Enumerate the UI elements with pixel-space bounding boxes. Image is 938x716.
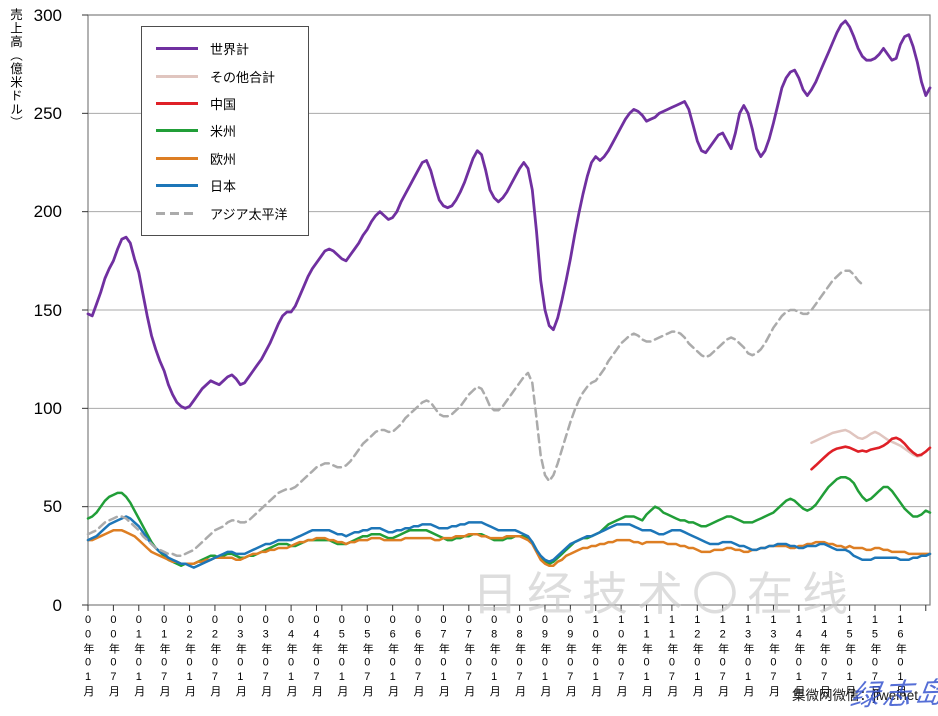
series-line-europe [86, 529, 932, 567]
series-line-china [810, 436, 932, 471]
x-axis-tick-label: 14年07月 [818, 614, 831, 699]
x-axis-tick-label: 05年07月 [361, 614, 374, 699]
x-axis-tick-label: 11年01月 [640, 614, 653, 699]
legend-item-world_total: 世界計 [156, 39, 308, 58]
x-axis-tick-label: 03年01月 [234, 614, 247, 699]
x-axis-tick-label: 02年01月 [183, 614, 196, 699]
x-axis-tick-label: 08年07月 [513, 614, 526, 699]
legend-item-others_total: その他合計 [156, 67, 308, 86]
legend-item-japan: 日本 [156, 176, 308, 195]
legend-swatch-europe [156, 156, 198, 160]
x-axis-tick-label: 10年07月 [615, 614, 628, 699]
x-axis-tick-label: 04年07月 [310, 614, 323, 699]
legend-label-europe: 欧州 [210, 151, 237, 167]
x-axis-tick-label: 07年07月 [462, 614, 475, 699]
x-axis-tick-label: 04年01月 [285, 614, 298, 699]
legend-label-japan: 日本 [210, 179, 237, 195]
series-line-asia_pacific [86, 269, 864, 558]
y-axis-tick-label: 150 [33, 300, 62, 320]
legend-swatch-asia_pacific [156, 211, 198, 215]
series-line-world_total [86, 19, 932, 410]
x-axis-tick-label: 15年01月 [843, 614, 856, 699]
legend-box: 世界計その他合計中国米州欧州日本アジア太平洋 [141, 26, 309, 236]
x-axis-tick-label: 12年01月 [691, 614, 704, 699]
legend-item-americas: 米州 [156, 121, 308, 140]
x-axis-tick-label: 13年07月 [767, 614, 780, 699]
legend-label-asia_pacific: アジア太平洋 [210, 206, 288, 222]
x-axis-tick-label: 00年01月 [82, 614, 94, 699]
x-axis-tick-label: 06年07月 [412, 614, 425, 699]
y-axis-tick-label: 0 [52, 595, 62, 615]
legend-swatch-others_total [156, 74, 198, 78]
legend-swatch-china [156, 102, 198, 106]
x-axis-tick-label: 09年01月 [538, 614, 551, 699]
y-axis-tick-label: 50 [43, 497, 62, 517]
legend-label-world_total: 世界計 [210, 42, 250, 58]
y-axis-title: 売上高（億米ドル） [8, 8, 22, 130]
x-axis-tick-label: 13年01月 [742, 614, 755, 699]
x-axis-tick-label: 06年01月 [386, 614, 399, 699]
x-axis-tick-label: 15年07月 [868, 614, 881, 699]
y-axis-tick-label: 300 [33, 5, 62, 25]
legend-swatch-americas [156, 129, 198, 133]
x-axis-tick-label: 11年07月 [665, 614, 678, 699]
series-line-others_total [810, 428, 923, 458]
legend-label-china: 中国 [210, 97, 237, 113]
legend-item-europe: 欧州 [156, 149, 308, 168]
legend-item-asia_pacific: アジア太平洋 [156, 204, 308, 223]
series-line-japan [86, 515, 932, 569]
x-axis-tick-label: 12年07月 [716, 614, 729, 699]
y-axis-tick-label: 200 [33, 202, 62, 222]
x-axis-tick-label: 01年07月 [158, 614, 171, 699]
legend-item-china: 中国 [156, 94, 308, 113]
x-axis-tick-label: 09年07月 [564, 614, 577, 699]
y-axis-tick-label: 100 [33, 398, 62, 418]
x-axis-tick-label: 16年01月 [894, 614, 907, 699]
x-axis-tick-label: 01年01月 [132, 614, 145, 699]
series-line-americas [86, 475, 932, 567]
y-axis-tick-label: 250 [33, 103, 62, 123]
legend-label-others_total: その他合計 [210, 69, 276, 85]
x-axis-tick-label: 05年01月 [335, 614, 348, 699]
x-axis-tick-label: 03年07月 [259, 614, 272, 699]
legend-label-americas: 米州 [210, 124, 237, 140]
x-axis-tick-label: 14年01月 [792, 614, 805, 699]
legend-swatch-world_total [156, 47, 198, 51]
source-credit-text: 集微网微信：jiweinet [792, 688, 919, 703]
nikkei-watermark: 日经技术〇在线 [472, 568, 857, 620]
blue-stamp-watermark: 绿志岛 [848, 677, 938, 713]
x-axis-tick-label: 10年01月 [589, 614, 602, 699]
x-axis-tick-label: 08年01月 [488, 614, 501, 699]
x-axis-tick-label: 00年07月 [107, 614, 120, 699]
x-axis-tick-label: 02年07月 [208, 614, 221, 699]
x-axis-tick-label: 07年01月 [437, 614, 450, 699]
legend-swatch-japan [156, 184, 198, 188]
